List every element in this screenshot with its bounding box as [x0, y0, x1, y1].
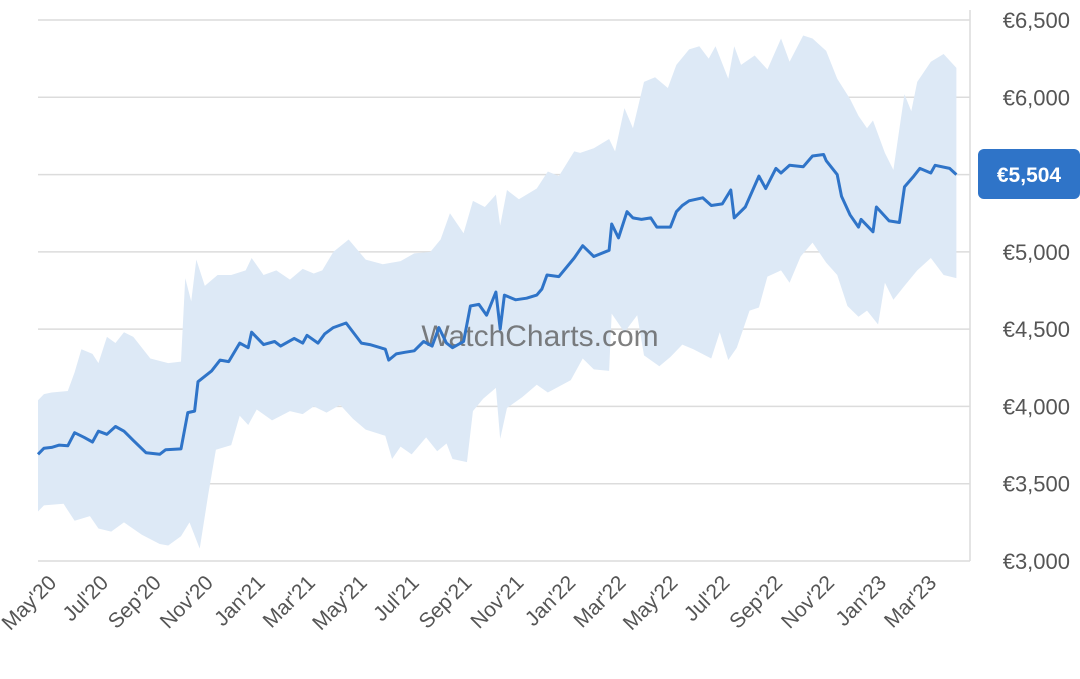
- y-axis-ticks: €3,000€3,500€4,000€4,500€5,000€5,500€6,0…: [1003, 8, 1070, 574]
- x-axis-ticks: May'20Jul'20Sep'20Nov'20Jan'21Mar'21May'…: [0, 571, 941, 635]
- x-tick-label-16: Jan'23: [831, 571, 891, 631]
- y-tick-label-6: €6,000: [1003, 85, 1070, 110]
- x-tick-label-11: Mar'22: [569, 571, 630, 632]
- x-tick-label-6: May'21: [308, 571, 372, 635]
- y-tick-label-4: €5,000: [1003, 240, 1070, 265]
- x-tick-label-0: May'20: [0, 571, 61, 635]
- x-tick-label-12: May'22: [619, 571, 683, 635]
- y-tick-label-1: €3,500: [1003, 472, 1070, 497]
- x-tick-label-17: Mar'23: [880, 571, 941, 632]
- y-tick-label-0: €3,000: [1003, 549, 1070, 574]
- y-tick-label-3: €4,500: [1003, 317, 1070, 342]
- current-price-tag-background: [978, 148, 1080, 199]
- price-series-line: [36, 153, 958, 456]
- current-price-label: €5,504: [997, 164, 1062, 187]
- watermark-text: WatchCharts.com: [421, 320, 658, 353]
- x-tick-label-8: Sep'21: [414, 571, 476, 633]
- x-tick-label-10: Jan'22: [521, 571, 581, 631]
- x-tick-label-9: Nov'21: [466, 571, 528, 633]
- x-tick-label-14: Sep'22: [725, 571, 787, 633]
- x-tick-label-5: Mar'21: [259, 571, 320, 632]
- y-tick-label-7: €6,500: [1003, 8, 1070, 33]
- x-tick-label-4: Jan'21: [210, 571, 270, 631]
- x-tick-label-3: Nov'20: [156, 571, 218, 633]
- x-tick-label-15: Nov'22: [777, 571, 839, 633]
- current-price-tag: €5,504: [978, 148, 1080, 199]
- y-tick-label-2: €4,000: [1003, 394, 1070, 419]
- x-tick-label-2: Sep'20: [104, 571, 166, 633]
